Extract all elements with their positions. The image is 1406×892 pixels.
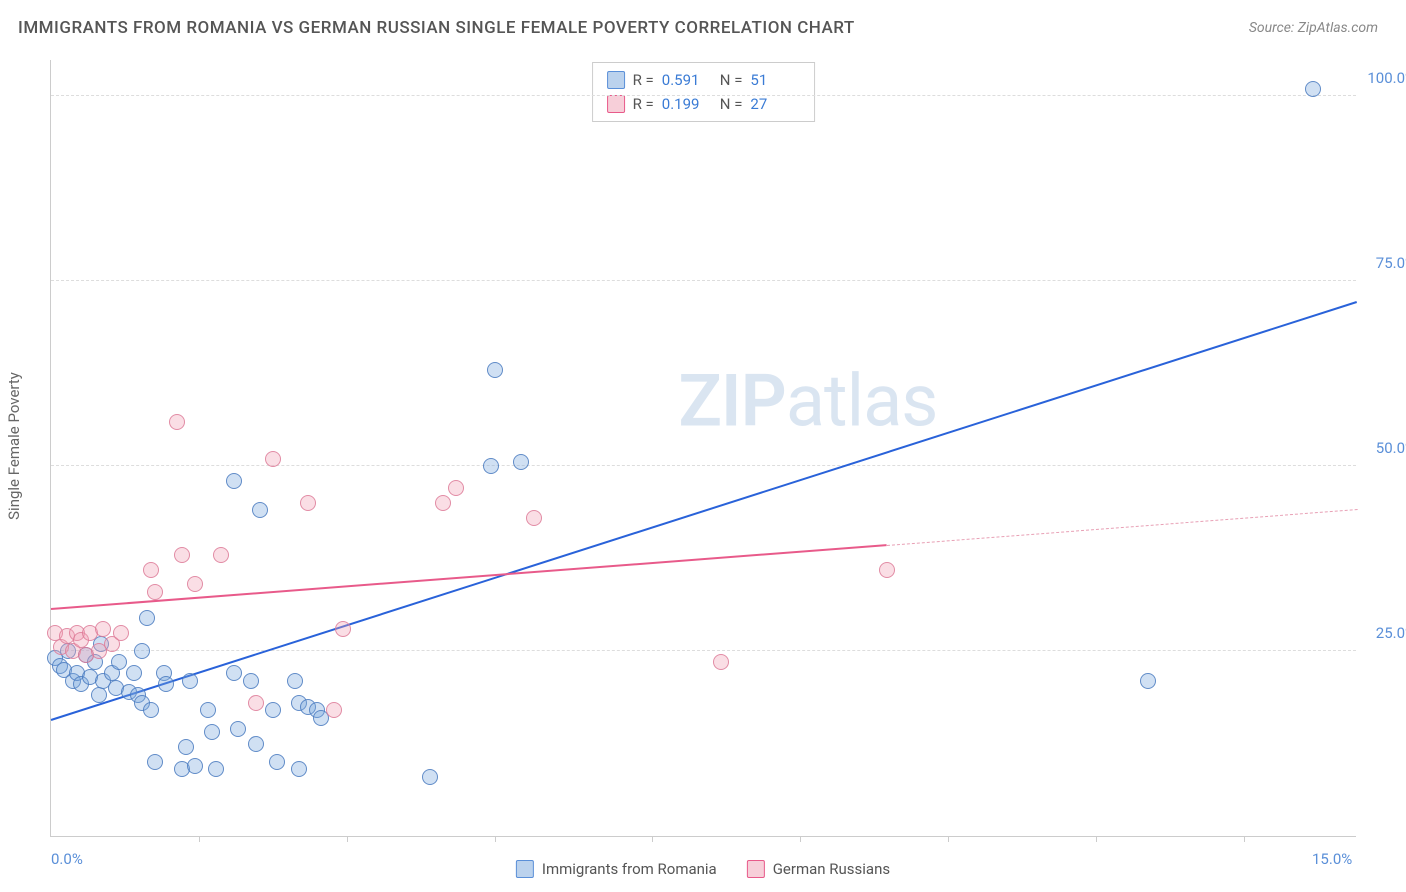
chart-title: IMMIGRANTS FROM ROMANIA VS GERMAN RUSSIA… <box>18 18 855 38</box>
data-point-romania <box>287 673 303 689</box>
swatch-blue <box>607 71 625 89</box>
data-point-romania <box>487 362 503 378</box>
plot-area: ZIPatlas R =0.591N =51R =0.199N =27 25.0… <box>50 60 1356 837</box>
chart-container: IMMIGRANTS FROM ROMANIA VS GERMAN RUSSIA… <box>0 0 1406 892</box>
data-point-german-russian <box>435 495 451 511</box>
data-point-romania <box>178 739 194 755</box>
data-point-romania <box>1305 81 1321 97</box>
bottom-legend: Immigrants from Romania German Russians <box>516 860 890 878</box>
data-point-romania <box>265 702 281 718</box>
data-point-german-russian <box>147 584 163 600</box>
grid-line <box>51 650 1356 651</box>
data-point-german-russian <box>448 480 464 496</box>
data-point-romania <box>422 769 438 785</box>
data-point-romania <box>204 724 220 740</box>
data-point-romania <box>243 673 259 689</box>
data-point-romania <box>226 665 242 681</box>
legend-label: German Russians <box>773 860 890 878</box>
data-point-romania <box>513 454 529 470</box>
swatch-pink <box>607 95 625 113</box>
y-axis-title: Single Female Poverty <box>5 372 23 520</box>
data-point-german-russian <box>187 576 203 592</box>
legend-item: German Russians <box>747 860 890 878</box>
data-point-german-russian <box>300 495 316 511</box>
data-point-german-russian <box>879 562 895 578</box>
watermark: ZIPatlas <box>678 359 937 444</box>
data-point-romania <box>182 673 198 689</box>
watermark-light: atlas <box>786 359 938 444</box>
x-tick <box>948 836 949 842</box>
y-tick-label: 75.0% <box>1376 254 1406 272</box>
data-point-romania <box>483 458 499 474</box>
data-point-romania <box>111 654 127 670</box>
trend-line-german-russian <box>887 509 1357 546</box>
x-tick-label: 0.0% <box>51 850 83 868</box>
data-point-romania <box>187 758 203 774</box>
n-value: 51 <box>750 68 800 92</box>
stats-row: R = 0.591 N = 51 <box>607 68 801 92</box>
data-point-german-russian <box>95 621 111 637</box>
watermark-bold: ZIP <box>678 359 785 444</box>
legend-label: Immigrants from Romania <box>542 860 717 878</box>
data-point-romania <box>147 754 163 770</box>
source-attribution: Source: ZipAtlas.com <box>1249 20 1378 36</box>
data-point-romania <box>143 702 159 718</box>
data-point-german-russian <box>326 702 342 718</box>
data-point-romania <box>230 721 246 737</box>
x-tick <box>652 836 653 842</box>
data-point-german-russian <box>213 547 229 563</box>
y-tick-label: 25.0% <box>1376 624 1406 642</box>
x-tick <box>1096 836 1097 842</box>
data-point-german-russian <box>248 695 264 711</box>
data-point-romania <box>208 761 224 777</box>
data-point-romania <box>291 761 307 777</box>
correlation-stats-box: R =0.591N =51R =0.199N =27 <box>592 62 816 122</box>
data-point-german-russian <box>526 510 542 526</box>
data-point-romania <box>226 473 242 489</box>
r-label: R = <box>633 68 654 92</box>
n-label: N = <box>720 68 743 92</box>
grid-line <box>51 95 1356 96</box>
data-point-romania <box>200 702 216 718</box>
data-point-romania <box>248 736 264 752</box>
data-point-romania <box>158 676 174 692</box>
grid-line <box>51 280 1356 281</box>
data-point-romania <box>91 687 107 703</box>
data-point-german-russian <box>265 451 281 467</box>
data-point-romania <box>126 665 142 681</box>
data-point-german-russian <box>143 562 159 578</box>
x-tick <box>199 836 200 842</box>
data-point-german-russian <box>713 654 729 670</box>
data-point-romania <box>139 610 155 626</box>
data-point-romania <box>1140 673 1156 689</box>
swatch-pink <box>747 860 765 878</box>
grid-line <box>51 465 1356 466</box>
y-tick-label: 100.0% <box>1367 69 1406 87</box>
data-point-german-russian <box>174 547 190 563</box>
data-point-romania <box>269 754 285 770</box>
data-point-romania <box>134 643 150 659</box>
data-point-german-russian <box>335 621 351 637</box>
data-point-romania <box>252 502 268 518</box>
y-tick-label: 50.0% <box>1376 439 1406 457</box>
x-tick-label: 15.0% <box>1312 850 1352 868</box>
data-point-german-russian <box>113 625 129 641</box>
x-tick <box>800 836 801 842</box>
x-tick <box>1244 836 1245 842</box>
data-point-german-russian <box>169 414 185 430</box>
r-value: 0.591 <box>662 68 712 92</box>
swatch-blue <box>516 860 534 878</box>
x-tick <box>347 836 348 842</box>
trend-line-romania <box>51 301 1358 721</box>
legend-item: Immigrants from Romania <box>516 860 717 878</box>
x-tick <box>495 836 496 842</box>
